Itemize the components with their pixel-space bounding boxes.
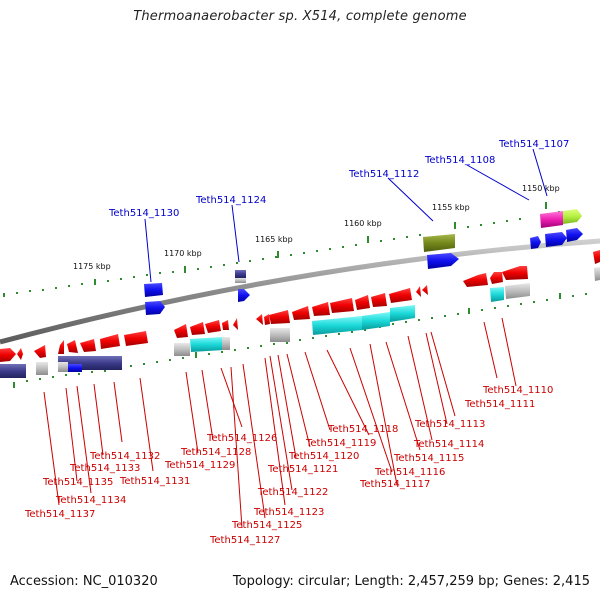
inner-scale-track: [13, 293, 587, 388]
gene-label-1123: Teth514_1123: [253, 507, 324, 518]
reverse-strand-genes: [0, 250, 600, 378]
gene-label-1115: Teth514_1115: [393, 453, 464, 464]
gene-label-1113: Teth514_1113: [414, 419, 485, 430]
gene-label-1124: Teth514_1124: [195, 195, 266, 206]
gene-label-1118: Teth514_1118: [327, 424, 398, 435]
gene-label-1135: Teth514_1135: [42, 477, 113, 488]
scale-label-1160: 1160 kbp: [344, 219, 382, 228]
gene-teth514-1112: [423, 234, 455, 252]
gene-label-1132: Teth514_1132: [89, 451, 160, 462]
accession-text: Accession: NC_010320: [10, 574, 158, 589]
genome-summary-text: Topology: circular; Length: 2,457,259 bp…: [232, 574, 590, 589]
gene-label-1108: Teth514_1108: [424, 155, 495, 166]
outer-scale-track: [3, 202, 560, 297]
gene-label-1107: Teth514_1107: [498, 139, 569, 150]
gene-label-1126: Teth514_1126: [206, 433, 277, 444]
scale-label-1150: 1150 kbp: [522, 184, 560, 193]
gene-label-1112: Teth514_1112: [348, 169, 419, 180]
gene-label-1121: Teth514_1121: [267, 464, 338, 475]
blue-gene-labels: Teth514_1130 Teth514_1124 Teth514_1112 T…: [108, 139, 569, 219]
gene-label-1114: Teth514_1114: [413, 439, 484, 450]
gene-blue-long: [427, 253, 459, 269]
blue-leader-lines: [144, 148, 548, 283]
gene-label-1110: Teth514_1110: [482, 385, 553, 396]
scale-label-1155: 1155 kbp: [432, 203, 470, 212]
gene-label-1137: Teth514_1137: [24, 509, 95, 520]
gene-blue-b: [545, 232, 567, 247]
scale-label-1170: 1170 kbp: [164, 249, 202, 258]
gene-label-1120: Teth514_1120: [288, 451, 359, 462]
gene-label-1119: Teth514_1119: [305, 438, 376, 449]
gene-teth514-1108: [540, 211, 563, 228]
forward-strand-genes: [144, 209, 583, 315]
gene-blue-arrow-small: [238, 289, 250, 302]
gene-teth514-1107: [563, 209, 582, 224]
gene-label-1131: Teth514_1131: [119, 476, 190, 487]
map-title: Thermoanaerobacter sp. X514, complete ge…: [133, 9, 467, 24]
gene-teth514-1124: [235, 270, 246, 278]
gene-label-1128: Teth514_1128: [180, 447, 251, 458]
scale-labels: 1175 kbp 1170 kbp 1165 kbp 1160 kbp 1155…: [73, 184, 560, 271]
gene-label-1125: Teth514_1125: [231, 520, 302, 531]
scale-label-1175: 1175 kbp: [73, 262, 111, 271]
gene-label-1129: Teth514_1129: [164, 460, 235, 471]
gene-label-1117: Teth514_1117: [359, 479, 430, 490]
gene-label-1127: Teth514_1127: [209, 535, 280, 546]
genome-backbone: [0, 238, 600, 345]
gene-label-1130: Teth514_1130: [108, 208, 179, 219]
scale-label-1165: 1165 kbp: [255, 235, 293, 244]
gene-blue-small: [145, 301, 165, 315]
gene-teth514-1130: [144, 283, 163, 297]
gene-blue-a: [530, 236, 541, 249]
gene-label-1134: Teth514_1134: [55, 495, 126, 506]
gene-label-1122: Teth514_1122: [257, 487, 328, 498]
gene-label-1111: Teth514_1111: [464, 399, 535, 410]
red-gene-labels: Teth514_1110 Teth514_1111 Teth514_1113 T…: [24, 385, 553, 546]
gene-label-1133: Teth514_1133: [69, 463, 140, 474]
gene-blue-c: [566, 228, 583, 242]
red-leader-lines: [43, 317, 517, 529]
gene-label-1116: Teth514_1116: [374, 467, 445, 478]
